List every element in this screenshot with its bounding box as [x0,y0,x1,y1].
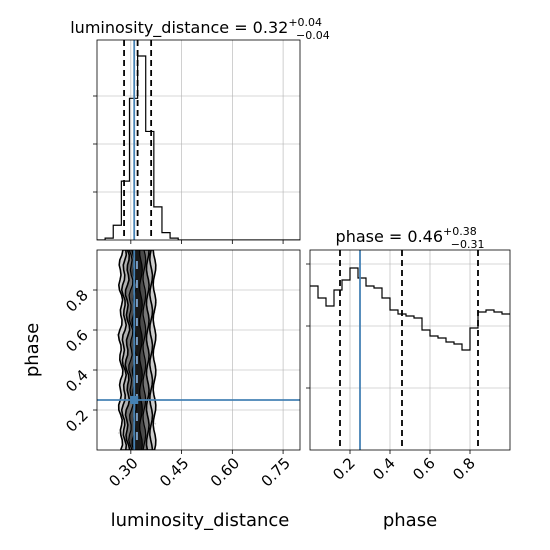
title-text: phase = 0.46 [336,227,443,246]
histogram-bin [462,350,470,450]
histogram-bin [326,306,334,450]
grid-lines [310,250,510,450]
histogram-step [97,55,300,240]
histogram-step [310,267,510,351]
axes-frame [96,39,301,241]
histogram-series [310,267,510,450]
histogram-bin [478,312,486,450]
phase-histogram-panel: 0.2 0.4 0.6 0.8 phase = 0.46+0.38 −0.31 phas… [306,225,511,531]
histogram-bin [121,181,129,240]
histogram-bin [494,312,502,450]
histogram-bin [138,56,146,240]
histogram-bin [310,286,318,450]
histogram-bin [390,310,398,450]
histogram-bin [374,288,382,450]
histogram-bin [154,207,162,240]
axes-frame [309,249,511,451]
x-tick-label: 0.45 [156,454,192,490]
x-tick-label: 0.30 [105,454,141,490]
x-tick-label: 0.75 [258,454,294,490]
quantile-lines [339,250,479,450]
sample-point [117,432,120,434]
histogram-bin [342,280,350,450]
density-contours [117,250,157,450]
histogram-bin [318,298,326,450]
truth-lines [97,250,300,450]
y-axis-label: phase [22,323,43,377]
grid-lines [97,40,300,240]
tick-marks: 0.2 0.4 0.6 0.8 [306,263,479,484]
x-tick-label: 0.6 [409,454,439,484]
quantile-lines [123,40,153,240]
luminosity-distance-histogram-panel: luminosity_distance = 0.32+0.04 −0.04 [70,16,330,244]
tick-marks [93,95,284,244]
histogram-bin [366,286,374,450]
panel-title: luminosity_distance = 0.32+0.04 −0.04 [70,16,330,42]
y-tick-label: 0.6 [62,326,92,356]
x-axis-label: luminosity_distance [111,510,290,531]
truth-marker [130,396,139,404]
y-tick-label: 0.2 [62,406,92,436]
histogram-bin [446,342,454,450]
x-tick-label: 0.8 [449,454,479,484]
histogram-bin [486,310,494,450]
sample-point [154,422,157,425]
panel-title: phase = 0.46+0.38 −0.31 [336,225,485,251]
x-axis-label: phase [383,510,437,531]
histogram-series [97,55,300,240]
title-upper-error: +0.38 [443,225,477,238]
joint-density-panel: 0.30 0.45 0.60 0.75 0.2 0.4 0.6 0.8 luminosity_… [22,249,301,531]
histogram-bin [406,316,414,450]
x-tick-label: 0.2 [329,454,359,484]
histogram-bin [430,336,438,450]
histogram-bin [113,225,121,240]
histogram-bin [382,298,390,450]
histogram-bin [438,338,446,450]
x-tick-label: 0.4 [369,454,399,484]
histogram-bin [414,318,422,450]
title-text: luminosity_distance = 0.32 [70,18,288,38]
histogram-bin [146,131,154,240]
y-tick-label: 0.8 [62,286,92,316]
y-tick-label: 0.4 [62,366,92,396]
histogram-bin [502,314,510,450]
axes-frame [96,249,301,451]
x-tick-label: 0.60 [207,454,243,490]
histogram-bin [350,268,358,450]
title-lower-error: −0.04 [296,29,330,42]
histogram-bin [470,328,478,450]
histogram-bin [422,330,430,450]
histogram-bin [454,344,462,450]
histogram-bin [162,233,170,240]
title-upper-error: +0.04 [288,16,322,29]
title-lower-error: −0.31 [451,238,485,251]
